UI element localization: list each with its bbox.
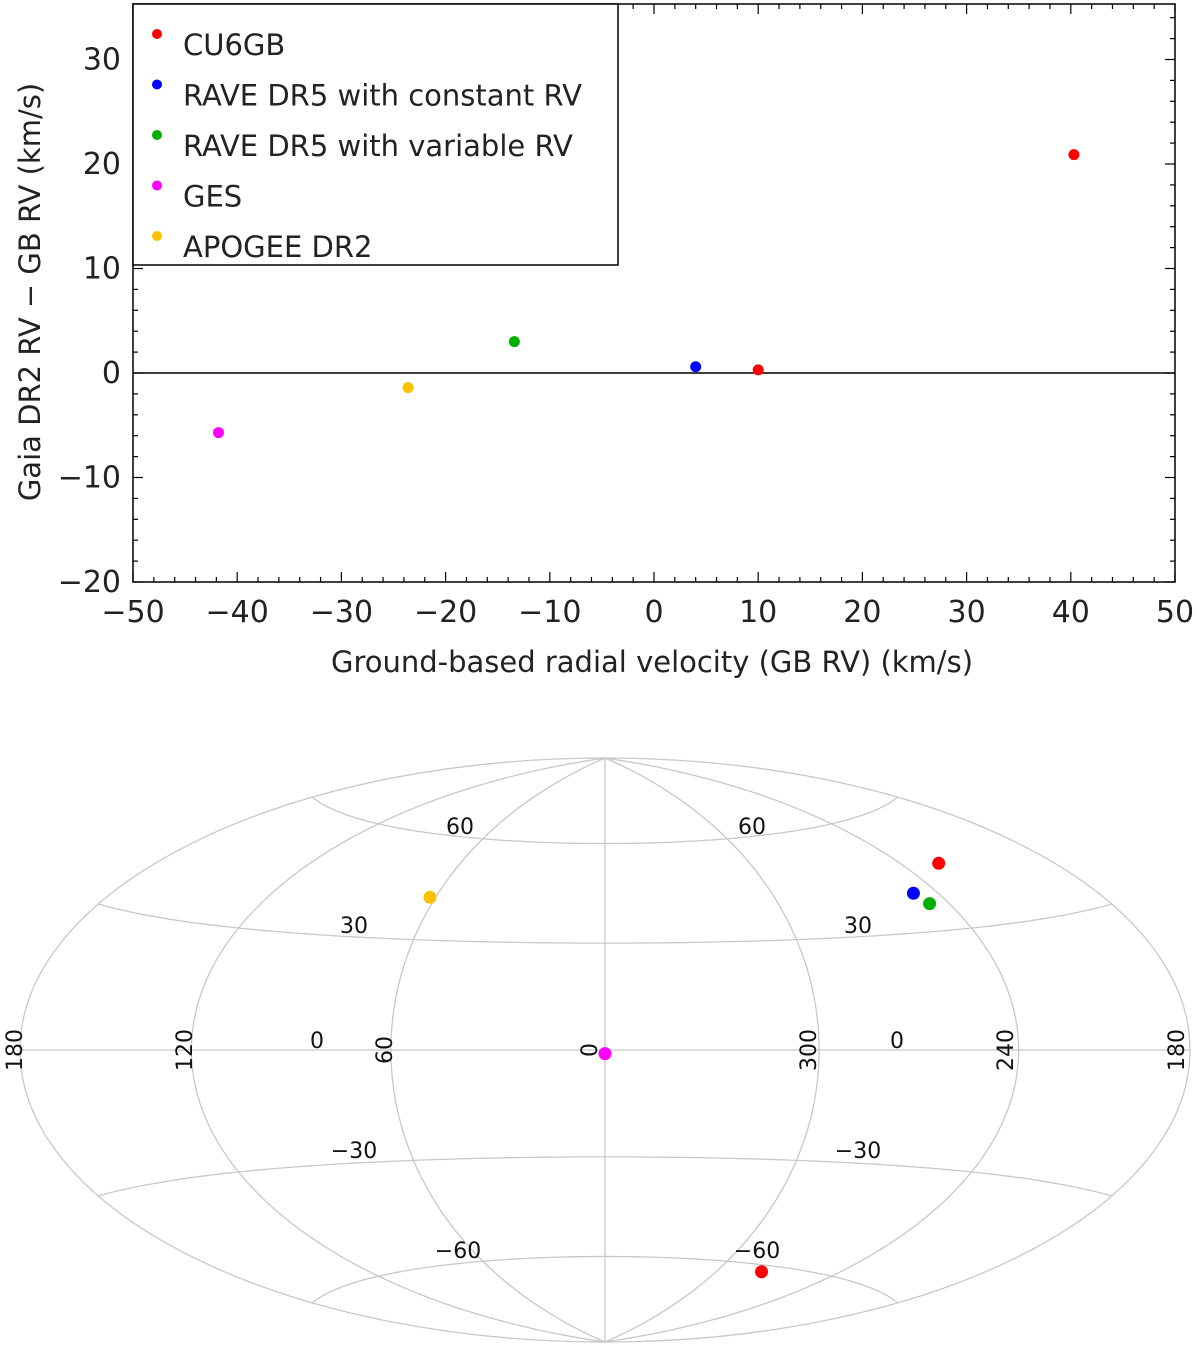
parallel-label: −30 — [835, 1139, 881, 1164]
meridian-label: 180 — [1165, 1029, 1190, 1071]
parallel-label: 30 — [844, 914, 872, 939]
legend-marker — [152, 180, 162, 191]
sky-point — [423, 890, 437, 904]
scatter-panel: −50 −40 −30 −20 −10 0 10 20 30 40 50 −20 −10 0 10 20 30… — [13, 3, 1194, 679]
parallel-label: 0 — [890, 1029, 904, 1054]
legend-marker — [152, 130, 162, 140]
sky-point — [932, 856, 946, 870]
y-tick-labels: −20 −10 0 10 20 30 — [58, 43, 121, 601]
parallel-line — [98, 1156, 1112, 1197]
y-tick-label: 20 — [83, 147, 121, 182]
x-tick-label: −10 — [518, 595, 581, 630]
legend-label: APOGEE DR2 — [183, 230, 372, 264]
legend-marker — [152, 231, 162, 241]
x-tick-label: −40 — [206, 595, 269, 630]
meridian-label: 300 — [797, 1029, 822, 1071]
data-point — [212, 427, 224, 439]
x-tick-labels: −50 −40 −30 −20 −10 0 10 20 30 40 50 — [101, 595, 1194, 630]
sky-point — [923, 897, 937, 911]
parallel-line — [98, 903, 1112, 944]
parallel-label: 60 — [738, 815, 766, 840]
legend-label: GES — [183, 180, 242, 214]
x-tick-label: 40 — [1052, 595, 1090, 630]
legend-label: RAVE DR5 with variable RV — [183, 129, 573, 163]
y-tick-label: 0 — [102, 356, 121, 391]
y-tick-label: 30 — [83, 43, 121, 78]
parallel-label: 0 — [310, 1029, 324, 1054]
sky-points — [423, 856, 946, 1279]
meridian-label: 240 — [994, 1029, 1019, 1071]
parallel-label: 30 — [340, 914, 368, 939]
data-point — [402, 382, 414, 394]
data-point — [1068, 149, 1080, 161]
x-axis-label: Ground-based radial velocity (GB RV) (km… — [331, 645, 973, 679]
parallel-label: −30 — [331, 1139, 377, 1164]
x-tick-label: 20 — [843, 595, 881, 630]
x-tick-label: −30 — [310, 595, 373, 630]
data-points — [212, 149, 1080, 439]
data-point — [752, 364, 764, 376]
parallel-label: −60 — [734, 1239, 780, 1264]
sky-point — [906, 886, 920, 900]
y-axis-label: Gaia DR2 RV − GB RV (km/s) — [13, 83, 47, 501]
legend-marker — [152, 29, 162, 39]
parallel-line — [312, 796, 898, 845]
x-tick-label: −20 — [414, 595, 477, 630]
meridian-label: 180 — [3, 1029, 28, 1071]
x-tick-label: 30 — [948, 595, 986, 630]
meridian-label: 120 — [173, 1029, 198, 1071]
y-tick-label: −10 — [58, 461, 121, 496]
legend-label: RAVE DR5 with constant RV — [183, 79, 582, 113]
legend-label: CU6GB — [183, 28, 285, 62]
sky-point — [598, 1047, 612, 1061]
parallel-label: −60 — [435, 1239, 481, 1264]
legend-box — [132, 3, 619, 266]
legend-marker — [152, 79, 162, 90]
data-point — [508, 336, 520, 348]
parallel-label: 60 — [446, 815, 474, 840]
meridian-label: 0 — [578, 1043, 603, 1057]
x-tick-label: −50 — [101, 595, 164, 630]
data-point — [690, 361, 702, 373]
x-tick-label: 10 — [739, 595, 777, 630]
y-tick-label: −20 — [58, 565, 121, 600]
x-tick-label: 0 — [644, 595, 663, 630]
y-tick-label: 10 — [83, 252, 121, 287]
meridian-label: 60 — [373, 1036, 398, 1064]
x-tick-label: 50 — [1156, 595, 1194, 630]
sky-point — [755, 1265, 769, 1279]
sky-grid — [19, 757, 1191, 1343]
legend: CU6GB RAVE DR5 with constant RV RAVE DR5 w… — [132, 3, 619, 266]
parallel-line — [312, 1255, 898, 1304]
